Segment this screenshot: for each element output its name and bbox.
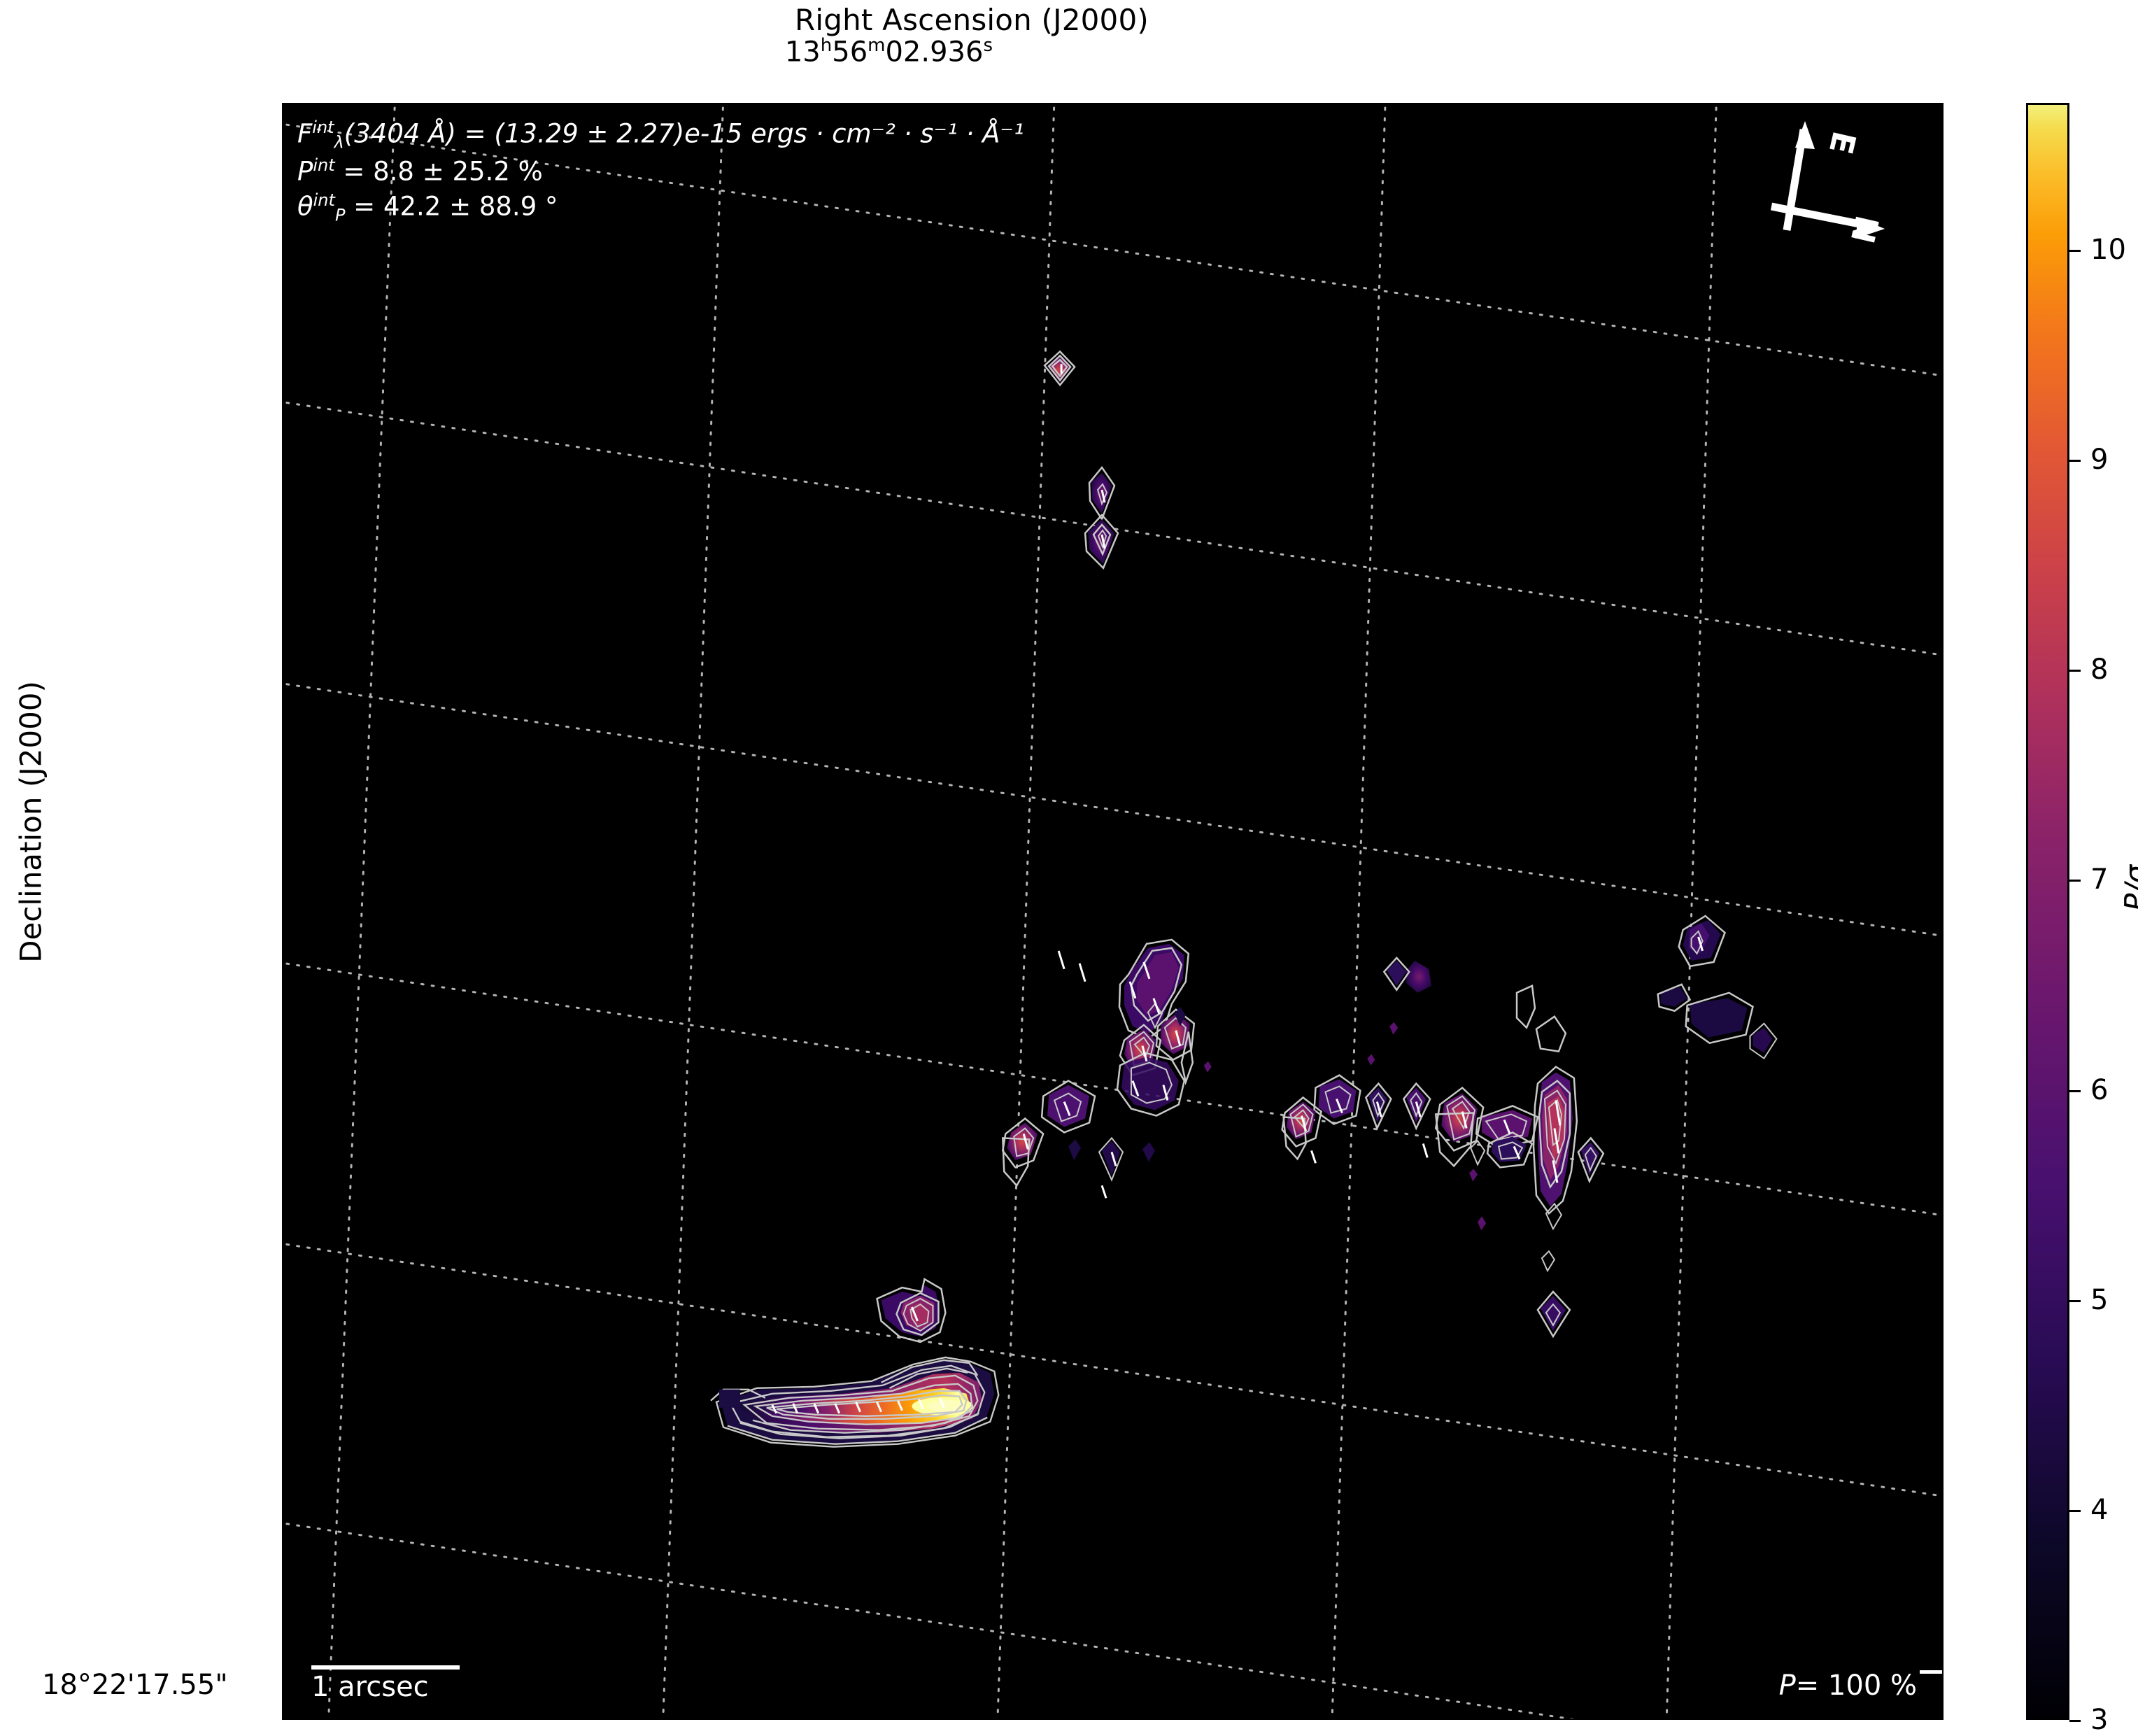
knot-east-d [1749,1022,1778,1060]
annot-pol-line: Pint = 8.8 ± 25.2 % [297,154,1024,189]
colorbar-label-10: 10 [2090,234,2126,267]
knot-far-left-hex [1040,1080,1096,1134]
ra-hours-unit: h [820,35,833,56]
annot-flux-sup: int [312,118,334,137]
annot-flux-rest: (3404 Å) = (13.29 ± 2.27)e-15 [344,118,751,149]
knot-chain-lower [1116,1052,1186,1117]
sky-map-canvas [283,104,1942,1719]
knot-east-b [1657,983,1692,1012]
knot-crimson-top [1043,350,1076,387]
compass-arrows-icon [1770,121,1885,239]
scale-bar-label: 1 arcsec [311,1671,429,1703]
coordinate-grid [283,104,1942,1719]
ra-hours-value: 13 [784,36,821,69]
scale-bar: 1 arcsec [311,1665,460,1702]
knot-below-bar-a [1577,1136,1605,1184]
knot-bright-center [1434,1086,1485,1168]
colorbar-tick-4 [2069,1509,2081,1512]
annot-flux-units: ergs · cm⁻² · s⁻¹ · Å⁻¹ [751,118,1024,149]
annot-flux-symbol: F [297,118,313,149]
colorbar-gradient [2026,103,2069,1720]
knot-hollow-pair [1515,984,1567,1053]
annot-angle-line: θintP = 42.2 ± 88.9 ° [297,189,1024,227]
colorbar-label-6: 6 [2090,1073,2109,1106]
polarization-vectors [771,364,1704,1414]
annot-angle-symbol: θ [297,191,313,222]
knot-specks [1203,1022,1487,1231]
polarization-scale-legend: P= 100 % [1778,1670,1942,1702]
pol-legend-text: = 100 % [1795,1670,1917,1702]
knot-lozenge-b [1084,514,1119,570]
colorbar-label-3: 3 [2090,1704,2109,1736]
colorbar-title-sigma: /σ [2118,864,2138,894]
annot-pol-rest: = 8.8 ± 25.2 % [334,156,543,187]
dec-tick-label: 18°22'17.55" [42,1669,228,1701]
colorbar-title-P: P [2118,894,2138,911]
ra-seconds-unit: s [983,35,993,56]
colorbar-tick-8 [2069,670,2081,672]
knot-east-a [1678,915,1727,968]
colorbar-title: P/σP [2118,853,2138,911]
ra-minutes-unit: m [868,35,886,56]
colorbar-tick-7 [2069,880,2081,882]
colorbar-tick-10 [2069,250,2081,253]
annot-flux-sub: λ [334,132,344,153]
compass-rose: E N [1736,118,1911,279]
colorbar-label-8: 8 [2090,654,2109,686]
annot-flux-line: Fintλ(3404 Å) = (13.29 ± 2.27)e-15 ergs … [297,116,1024,154]
ra-minutes-value: 56 [832,36,868,69]
colorbar-container: 10 9 8 7 6 5 4 3 P/σP [2026,103,2138,1736]
colorbar-label-5: 5 [2090,1283,2109,1316]
knot-below-bar-e [1536,1290,1571,1339]
ra-tick-label: 13h56m02.936s [785,35,993,68]
knot-vertical-bar [1532,1066,1578,1215]
region-southern-bright-filament [710,1356,1000,1448]
knot-below-bar-d [1541,1202,1563,1273]
annot-angle-sup: int [313,190,335,210]
colorbar-tick-5 [2069,1299,2081,1302]
colorbar-label-7: 7 [2090,863,2109,896]
colorbar-tick-6 [2069,1089,2081,1092]
colorbar-tick-3 [2069,1720,2081,1722]
knot-lozenge-a [1088,466,1116,521]
annot-pol-symbol: P [297,156,313,187]
colorbar-title-sub: P [2134,853,2138,865]
plot-background [283,104,1942,1719]
knot-small-1 [1382,957,1410,992]
knot-far-left-pink [1001,1117,1045,1187]
knot-east-c [1685,992,1754,1045]
region-eastern-faint-knots [1657,915,1778,1060]
pol-legend-vector-icon [1920,1670,1942,1674]
annot-angle-rest: = 42.2 ± 88.9 ° [345,191,558,222]
colorbar-label-4: 4 [2090,1493,2109,1526]
knot-chain-main [1118,938,1432,1086]
integrated-values-annotation: Fintλ(3404 Å) = (13.29 ± 2.27)e-15 ergs … [297,116,1024,227]
knot-magenta-ll [1281,1096,1322,1161]
sky-map-plot-area: Fintλ(3404 Å) = (13.29 ± 2.27)e-15 ergs … [282,103,1944,1720]
region-northern-clumpy-nucleus [1001,350,1605,1339]
colorbar-label-9: 9 [2090,444,2109,477]
knot-small-2 [1147,1003,1186,1030]
knot-below-bar-c [1469,1139,1486,1166]
region-southern-compact-blob [876,1278,947,1343]
ra-seconds-value: 02.936 [885,36,984,69]
scale-bar-line [311,1665,460,1670]
pol-legend-symbol: P [1778,1670,1796,1702]
annot-pol-sup: int [313,155,335,175]
knot-far-left-small [1068,1136,1155,1182]
dec-axis-title: Declination (J2000) [13,681,48,963]
ra-axis-title: Right Ascension (J2000) [795,3,1149,37]
colorbar-tick-9 [2069,460,2081,463]
annot-angle-sub: P [334,205,346,225]
